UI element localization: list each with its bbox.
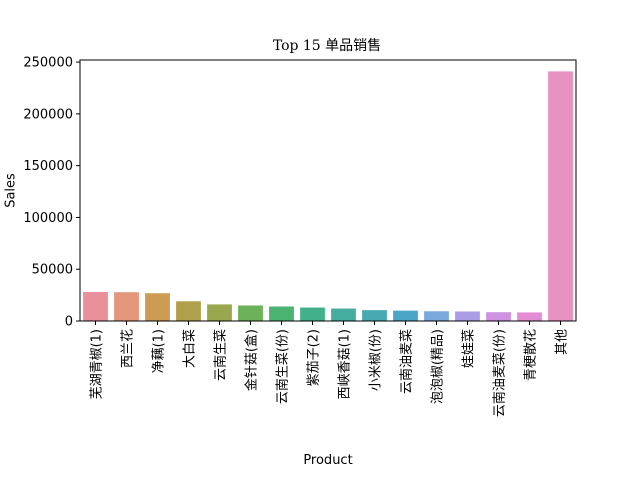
y-axis: 0 50000 100000 150000 200000 250000 <box>23 56 80 330</box>
bar-11 <box>393 310 418 321</box>
y-tick-label: 250000 <box>23 56 73 71</box>
x-tick-label: 芜湖青椒(1) <box>90 329 105 399</box>
bar-16 <box>548 71 573 322</box>
y-tick-label: 100000 <box>23 211 73 226</box>
x-tick-label: 娃娃菜 <box>462 329 477 368</box>
bar-15 <box>517 312 542 321</box>
bars-group <box>83 71 573 322</box>
x-axis: 芜湖青椒(1) 西兰花 净藕(1) 大白菜 云南生菜 金针菇(盒) 云南生菜(份) 紫茄子(2… <box>90 321 570 417</box>
x-tick-label: 大白菜 <box>182 329 198 368</box>
x-tick-label: 云南油麦菜(份) <box>492 329 508 417</box>
x-tick-label: 紫茄子(2) <box>307 329 322 386</box>
x-tick-label: 小米椒(份) <box>369 329 384 391</box>
bar-10 <box>362 310 387 321</box>
x-tick-label: 青梗散花 <box>523 329 539 381</box>
bar-14 <box>486 312 511 321</box>
y-tick-label: 150000 <box>23 159 73 174</box>
x-tick-label: 云南油麦菜 <box>399 329 415 394</box>
bar-8 <box>300 307 325 321</box>
bar-6 <box>238 305 263 321</box>
x-tick-label: 西兰花 <box>120 329 136 368</box>
bar-4 <box>176 301 201 321</box>
x-tick-label: 西峡香菇(1) <box>338 329 353 399</box>
y-axis-label: Sales <box>4 173 19 208</box>
bar-2 <box>114 292 139 321</box>
bar-12 <box>424 311 449 321</box>
chart-title: Top 15 单品销售 <box>273 38 381 54</box>
bar-1 <box>83 292 108 321</box>
bar-5 <box>207 304 232 321</box>
x-axis-label: Product <box>303 453 352 468</box>
y-tick-label: 0 <box>65 315 73 330</box>
y-tick-label: 50000 <box>32 263 73 278</box>
x-tick-label: 云南生菜(份) <box>275 329 291 404</box>
x-tick-label: 净藕(1) <box>152 329 167 373</box>
x-tick-label: 其他 <box>555 329 570 355</box>
bar-13 <box>455 311 480 321</box>
bar-7 <box>269 306 294 321</box>
y-tick-label: 200000 <box>23 107 73 122</box>
x-tick-label: 金针菇(盒) <box>244 329 260 391</box>
bar-3 <box>145 293 170 321</box>
x-tick-label: 泡泡椒(精品) <box>431 329 446 404</box>
plot-frame <box>79 59 577 322</box>
bar-9 <box>331 308 356 321</box>
x-tick-label: 云南生菜 <box>213 329 229 381</box>
